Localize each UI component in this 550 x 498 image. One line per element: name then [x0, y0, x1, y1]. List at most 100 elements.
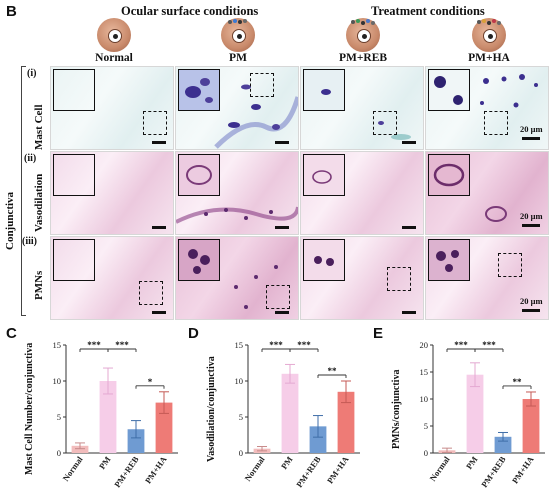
y-tick-label: 10	[420, 394, 429, 404]
panel-label-b: B	[6, 3, 17, 20]
y-tick-label: 0	[57, 448, 61, 458]
significance-label: ***	[454, 340, 468, 350]
scale-bar	[402, 226, 416, 229]
bar-pm-ha	[155, 402, 173, 453]
zoom-region-box	[498, 253, 522, 277]
zoom-inset	[428, 239, 470, 281]
stain-pattern	[234, 265, 278, 309]
y-tick-label: 15	[235, 340, 244, 350]
stain-pattern	[378, 121, 411, 140]
y-tick-label: 15	[420, 367, 429, 377]
eye-icon-normal	[97, 18, 131, 52]
y-tick-label: 20	[420, 340, 429, 350]
y-tick-label: 5	[424, 421, 428, 431]
significance-label: ***	[115, 340, 129, 350]
scale-bar-label: 20 μm	[520, 211, 543, 221]
stain-pattern	[485, 206, 507, 222]
group-label-pm-reb: PM+REB	[338, 52, 388, 64]
bar-pm-ha	[522, 399, 540, 453]
micrograph-pmn-normal	[50, 236, 174, 320]
y-axis-title-d: Vasodilation/conjunctiva	[206, 356, 217, 462]
eye-icon-pm-reb	[346, 18, 380, 52]
bar-pm-reb	[309, 426, 327, 453]
scale-bar	[275, 141, 289, 144]
x-tick-label: PM+REB	[479, 454, 508, 489]
zoom-inset	[428, 154, 470, 196]
scale-bar	[402, 141, 416, 144]
significance-label: ***	[297, 340, 311, 350]
x-tick-label: PM+HA	[143, 454, 169, 486]
scale-bar-label: 20 μm	[520, 124, 543, 134]
significance-label: **	[513, 377, 523, 387]
panel-label-d: D	[188, 325, 199, 342]
x-tick-label: PM+REB	[294, 454, 323, 489]
y-tick-label: 5	[239, 412, 243, 422]
bar-normal	[71, 445, 89, 453]
y-tick-label: 0	[239, 448, 243, 458]
x-tick-label: PM	[97, 454, 113, 471]
particles-drops-icon	[351, 19, 375, 25]
micrograph-vaso-normal	[50, 151, 174, 235]
y-tick-label: 5	[57, 412, 61, 422]
scale-bar	[152, 226, 166, 229]
zoom-region-box	[266, 285, 290, 309]
significance-label: **	[328, 366, 338, 376]
micrograph-pmn-pm	[175, 236, 299, 320]
micrograph-pmn-pm-reb	[300, 236, 424, 320]
x-tick-label: Normal	[242, 454, 267, 483]
particles-drops-icon	[477, 19, 501, 25]
row-label-mast-cell: Mast Cell	[33, 104, 45, 150]
row-roman-2: (ii)	[24, 153, 37, 164]
tissue-brace	[21, 66, 26, 316]
zoom-inset	[53, 69, 95, 111]
bar-pm	[281, 373, 299, 453]
zoom-inset	[178, 69, 220, 111]
scale-bar	[522, 137, 540, 140]
y-axis-title-e: PMNs/conjunctiva	[391, 369, 402, 449]
zoom-region-box	[484, 111, 508, 135]
stain-pattern	[214, 84, 298, 149]
zoom-region-box	[143, 111, 167, 135]
x-tick-label: Normal	[427, 454, 452, 483]
bar-pm	[466, 374, 484, 453]
row-roman-3: (iii)	[22, 236, 37, 247]
x-tick-label: PM+HA	[325, 454, 351, 486]
bar-pm-ha	[337, 391, 355, 453]
zoom-inset	[303, 69, 345, 111]
zoom-inset	[53, 239, 95, 281]
row-label-vasodilation: Vasodilation	[33, 173, 45, 232]
scale-bar	[522, 224, 540, 227]
panel-label-c: C	[6, 325, 17, 342]
row-label-pmns: PMNs	[33, 270, 45, 300]
x-tick-label: PM	[279, 454, 295, 471]
scale-bar	[275, 226, 289, 229]
group-label-pm: PM	[229, 52, 247, 64]
eye-icon-pm	[221, 18, 255, 52]
zoom-inset	[53, 154, 95, 196]
header-ocular-surface: Ocular surface conditions	[121, 4, 259, 18]
significance-label: *	[148, 377, 153, 387]
tissue-label-conjunctiva: Conjunctiva	[4, 191, 16, 250]
scale-bar	[275, 311, 289, 314]
micrograph-mast-normal	[50, 66, 174, 150]
significance-label: ***	[269, 340, 283, 350]
scale-bar-label: 20 μm	[520, 296, 543, 306]
scale-bar	[402, 311, 416, 314]
x-tick-label: Normal	[60, 454, 85, 483]
group-label-pm-ha: PM+HA	[468, 52, 510, 64]
zoom-region-box	[387, 267, 411, 291]
micrograph-vaso-pm	[175, 151, 299, 235]
x-tick-label: PM+HA	[510, 454, 536, 486]
bar-pm-reb	[127, 429, 145, 453]
stain-pattern	[480, 74, 538, 108]
scale-bar	[522, 309, 540, 312]
zoom-inset	[428, 69, 470, 111]
micrograph-mast-pm	[175, 66, 299, 150]
micrograph-vaso-pm-ha: 20 μm	[425, 151, 549, 235]
particles-icon	[228, 19, 247, 24]
scale-bar	[152, 141, 166, 144]
significance-label: ***	[87, 340, 101, 350]
micrograph-vaso-pm-reb	[300, 151, 424, 235]
group-label-normal: Normal	[95, 52, 133, 64]
